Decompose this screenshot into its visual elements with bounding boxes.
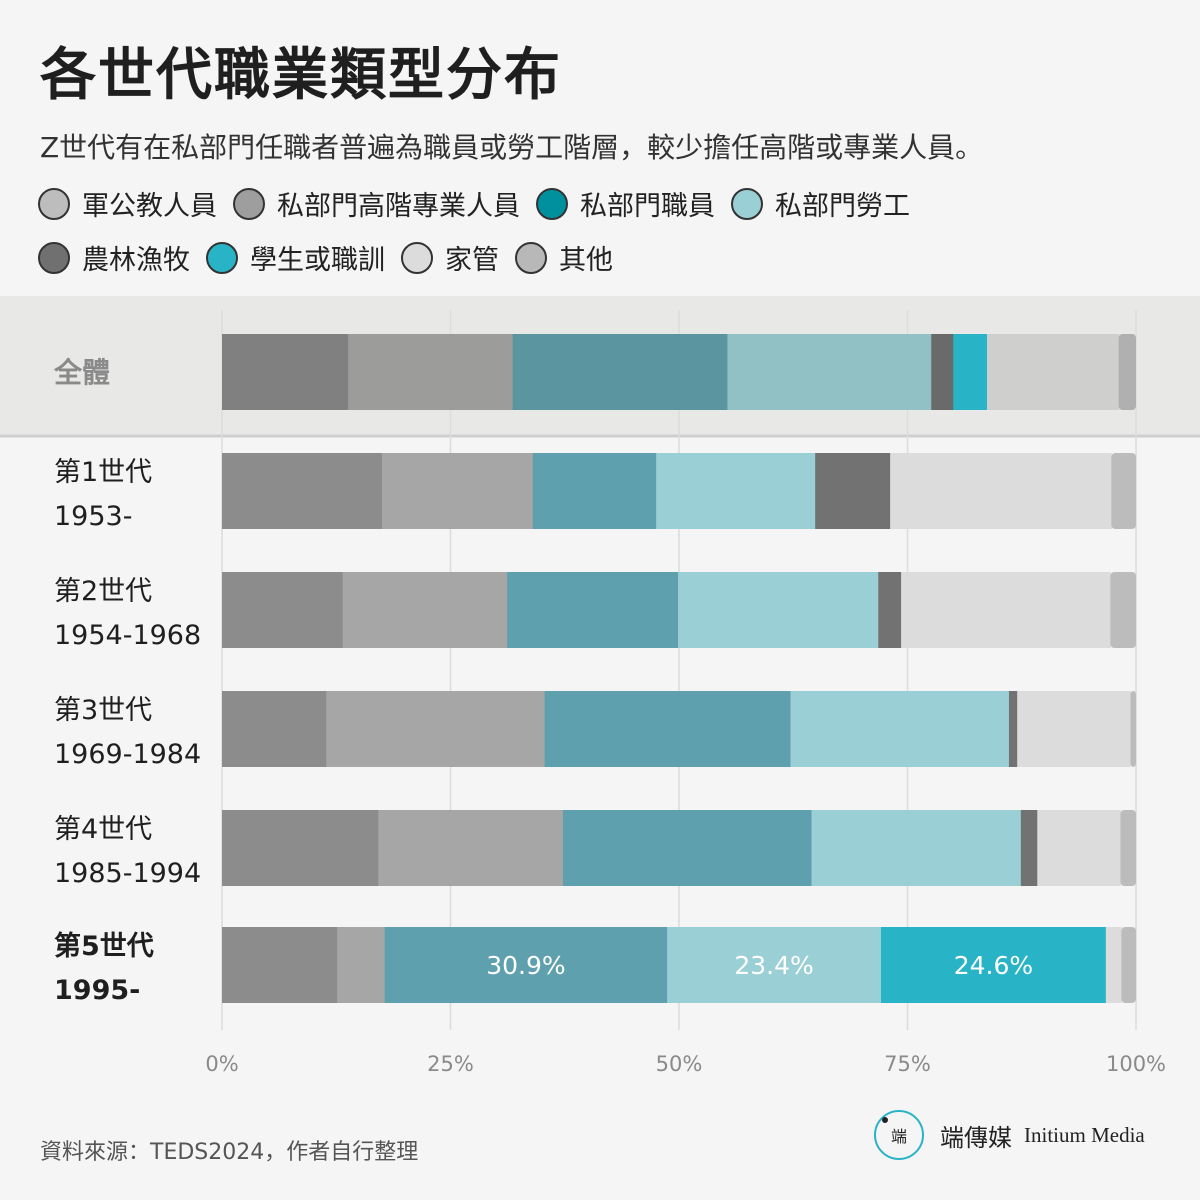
bar-segment-row1-s2 <box>532 453 657 529</box>
bar-segment-row5-s6 <box>1105 927 1122 1003</box>
legend-label: 家管 <box>445 245 499 276</box>
legend-row-1: 軍公教人員 私部門高階專業人員 私部門職員 私部門勞工 <box>38 184 1178 223</box>
legend-item-private-staff: 私部門職員 <box>536 184 715 223</box>
legend-item-military-civil: 軍公教人員 <box>38 184 217 223</box>
bar-segment-row4-s3 <box>811 810 1022 886</box>
x-tick-label-1: 25% <box>427 1052 474 1076</box>
bar-segment-row3-s7 <box>1130 691 1136 767</box>
legend-swatch <box>536 187 568 220</box>
bar-segment-row0-s1 <box>348 334 514 410</box>
bar-segment-row0-s0 <box>222 334 349 410</box>
initium-logo: 端 端傳媒 Initium Media <box>874 1110 1145 1160</box>
logo-mark-icon: 端 <box>874 1110 924 1160</box>
bar-segment-row5-s2 <box>384 927 668 1003</box>
category-sublabel-row4: 1985-1994 <box>54 858 201 889</box>
data-label-2: 24.6% <box>954 951 1033 980</box>
chart-title: 各世代職業類型分布 <box>40 43 562 108</box>
bar-segment-row2-s7 <box>1110 572 1136 648</box>
category-sublabel-row3: 1969-1984 <box>54 739 201 770</box>
legend-swatch <box>38 241 70 274</box>
bar-segment-row2-s2 <box>507 572 679 648</box>
legend-row-2: 農林漁牧 學生或職訓 家管 其他 <box>38 238 1178 277</box>
bar-segment-row3-s0 <box>222 691 327 767</box>
category-label-row3: 第3世代 <box>54 695 152 726</box>
bar-segment-row5-s0 <box>222 927 338 1003</box>
bar-segment-row4-s7 <box>1120 810 1136 886</box>
legend-item-homemaker: 家管 <box>401 238 499 277</box>
bar-segment-row4-s6 <box>1037 810 1121 886</box>
legend-item-private-senior: 私部門高階專業人員 <box>233 184 520 223</box>
logo-chinese-name: 端傳媒 <box>940 1123 1012 1152</box>
x-tick-label-2: 50% <box>656 1052 703 1076</box>
bar-segment-row3-s1 <box>326 691 546 767</box>
legend-label: 軍公教人員 <box>82 191 217 222</box>
bar-segment-row0-s4 <box>931 334 954 410</box>
legend-label: 私部門職員 <box>580 191 715 222</box>
category-label-row2: 第2世代 <box>54 576 152 607</box>
bar-segment-row0-s5 <box>953 334 988 410</box>
legend-item-agriculture: 農林漁牧 <box>38 238 190 277</box>
category-sublabel-row1: 1953- <box>54 501 132 532</box>
legend-swatch <box>38 187 70 220</box>
x-tick-label-3: 75% <box>884 1052 931 1076</box>
category-label-row0: 全體 <box>53 356 110 389</box>
data-label-0: 30.9% <box>486 951 565 980</box>
bar-segment-row1-s6 <box>890 453 1112 529</box>
logo-english-name: Initium Media <box>1024 1122 1145 1147</box>
legend-swatch <box>401 241 433 274</box>
bar-segment-row5-s5 <box>880 927 1107 1003</box>
bar-segment-row3-s3 <box>790 691 1010 767</box>
bar-segment-row3-s4 <box>1008 691 1018 767</box>
bar-segment-row3-s6 <box>1017 691 1132 767</box>
legend-label: 其他 <box>559 245 613 276</box>
legend-item-private-labor: 私部門勞工 <box>731 184 910 223</box>
legend-item-other: 其他 <box>515 238 613 277</box>
logo-mark-text: 端 <box>890 1127 907 1146</box>
category-label-row4: 第4世代 <box>54 814 152 845</box>
legend-label: 私部門高階專業人員 <box>277 191 520 222</box>
bar-segment-row2-s3 <box>678 572 879 648</box>
legend-swatch <box>731 187 763 220</box>
chart-subtitle: Z世代有在私部門任職者普遍為職員或勞工階層，較少擔任高階或專業人員。 <box>40 131 984 164</box>
bar-segment-row1-s3 <box>656 453 816 529</box>
bar-segment-row5-s1 <box>337 927 386 1003</box>
bar-segment-row4-s4 <box>1020 810 1038 886</box>
legend-label: 私部門勞工 <box>775 191 910 222</box>
x-tick-label-0: 0% <box>205 1052 238 1076</box>
category-label-row1: 第1世代 <box>54 457 152 488</box>
category-label-row5: 第5世代 <box>54 930 154 962</box>
bar-segment-row0-s2 <box>512 334 728 410</box>
bar-segment-row3-s2 <box>544 691 792 767</box>
legend-swatch <box>515 241 547 274</box>
legend-swatch <box>233 187 265 220</box>
bar-segment-row1-s4 <box>815 453 891 529</box>
bar-segment-row4-s0 <box>222 810 379 886</box>
bar-segment-row5-s7 <box>1121 927 1136 1003</box>
bar-segment-row1-s7 <box>1111 453 1136 529</box>
bar-segment-row5-s3 <box>667 927 882 1003</box>
legend-label: 農林漁牧 <box>82 245 190 276</box>
bar-segment-row2-s0 <box>222 572 344 648</box>
bar-segment-row2-s6 <box>901 572 1111 648</box>
legend-label: 學生或職訓 <box>250 245 385 276</box>
bar-segment-row4-s2 <box>562 810 813 886</box>
category-sublabel-row5: 1995- <box>54 975 140 1006</box>
legend-swatch <box>206 241 238 274</box>
bar-segment-row2-s1 <box>342 572 508 648</box>
bar-segment-row1-s1 <box>381 453 534 529</box>
bar-segment-row0-s6 <box>987 334 1120 410</box>
bar-segment-row0-s3 <box>727 334 932 410</box>
source-note: 資料來源：TEDS2024，作者自行整理 <box>40 1140 419 1165</box>
bar-segment-row0-s7 <box>1118 334 1136 410</box>
legend-item-student: 學生或職訓 <box>206 238 385 277</box>
bar-segment-row4-s1 <box>378 810 564 886</box>
x-tick-label-4: 100% <box>1106 1052 1166 1076</box>
bar-segment-row2-s4 <box>878 572 902 648</box>
bar-segment-row1-s0 <box>222 453 383 529</box>
category-sublabel-row2: 1954-1968 <box>54 620 201 651</box>
data-label-1: 23.4% <box>734 951 813 980</box>
